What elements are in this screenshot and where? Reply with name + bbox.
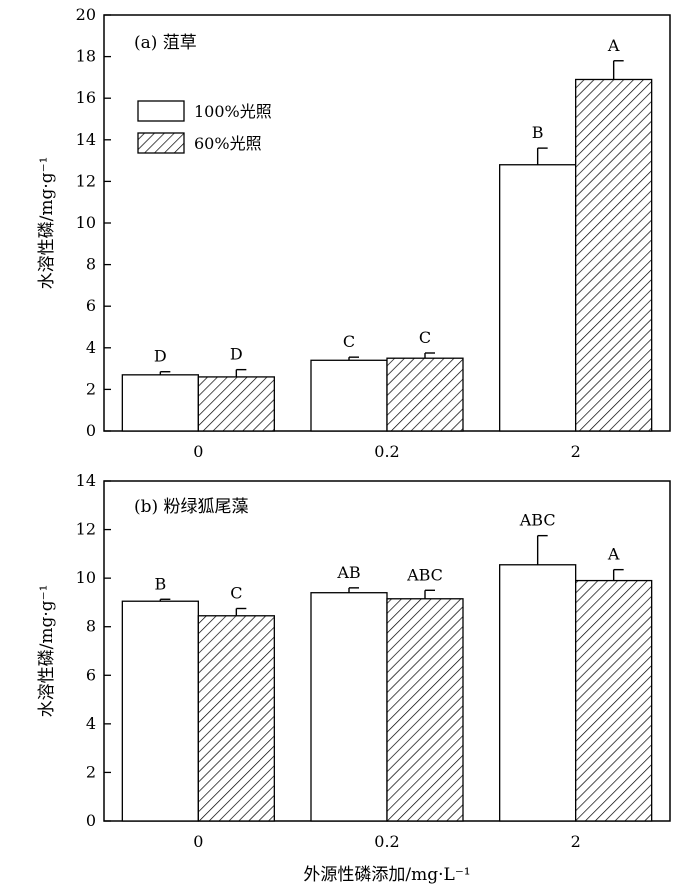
y-tick-label-b-1: 2 xyxy=(86,762,96,781)
bar-a-1-1 xyxy=(386,357,464,432)
y-tick-label-a-1: 2 xyxy=(86,379,96,398)
sig-letter-a-1-1: C xyxy=(419,328,431,347)
x-tick-label-b-0: 0 xyxy=(193,832,203,851)
chart-panel-a: (a) 菹草 100%光照 60%光照 水溶性磷/mg·g⁻¹ 0 2 4 6 8 10 1… xyxy=(37,5,671,461)
sig-letter-a-1-0: C xyxy=(343,332,355,351)
chart-panel-b: (b) 粉绿狐尾藻 水溶性磷/mg·g⁻¹ 外源性磷添加/mg·L⁻¹ 0 2 4 6… xyxy=(37,471,671,885)
y-tick-label-b-3: 6 xyxy=(86,665,96,684)
y-tick-label-a-6: 12 xyxy=(76,171,96,190)
y-axis-label-a: 水溶性磷/mg·g⁻¹ xyxy=(37,157,57,290)
sig-letter-a-0-0: D xyxy=(154,347,167,366)
legend-label-full-light: 100%光照 xyxy=(194,102,272,121)
y-tick-label-a-4: 8 xyxy=(86,255,96,274)
bar-b-1-1 xyxy=(386,598,464,822)
chart-marks-b: 0 2 4 6 8 10 12 14 0 B C 0.2 AB ABC 2 ABC A xyxy=(76,471,653,851)
sig-letter-b-0-0: B xyxy=(154,574,166,593)
legend-swatch-hatched xyxy=(137,132,185,154)
y-tick-label-a-5: 10 xyxy=(76,213,96,232)
y-tick-label-a-0: 0 xyxy=(86,421,96,440)
x-tick-label-a-2: 2 xyxy=(571,442,581,461)
y-axis-label-b: 水溶性磷/mg·g⁻¹ xyxy=(37,585,57,718)
x-tick-label-b-2: 2 xyxy=(571,832,581,851)
bar-a-2-1 xyxy=(575,78,653,432)
y-tick-label-a-9: 18 xyxy=(76,47,96,66)
sig-letter-b-2-1: A xyxy=(607,545,620,564)
sig-letter-a-0-1: D xyxy=(230,345,243,364)
chart-marks-a: 0 2 4 6 8 10 12 14 16 18 20 0 D D 0.2 C C 2 B A xyxy=(76,5,653,461)
y-tick-label-b-6: 12 xyxy=(76,520,96,539)
x-tick-label-a-0: 0 xyxy=(193,442,203,461)
sig-letter-a-2-1: A xyxy=(607,36,620,55)
y-tick-label-a-2: 4 xyxy=(86,338,96,357)
y-tick-label-a-8: 16 xyxy=(76,88,96,107)
y-tick-label-a-7: 14 xyxy=(76,130,96,149)
sig-letter-b-0-1: C xyxy=(230,584,242,603)
bar-a-0-0 xyxy=(121,374,199,432)
sig-letter-b-1-1: ABC xyxy=(406,565,443,584)
bar-a-0-1 xyxy=(197,376,275,432)
bar-b-0-1 xyxy=(197,615,275,822)
sig-letter-b-1-0: AB xyxy=(336,563,360,582)
x-axis-label: 外源性磷添加/mg·L⁻¹ xyxy=(303,865,470,885)
y-tick-label-a-10: 20 xyxy=(76,5,96,24)
bar-b-0-0 xyxy=(121,600,199,822)
y-tick-label-b-0: 0 xyxy=(86,811,96,830)
bar-b-2-0 xyxy=(499,564,577,822)
panel-title-b: (b) 粉绿狐尾藻 xyxy=(134,497,249,517)
legend-swatch-white xyxy=(137,100,185,122)
y-tick-label-b-7: 14 xyxy=(76,471,96,490)
sig-letter-b-2-0: ABC xyxy=(519,511,556,530)
legend: 100%光照 60%光照 xyxy=(137,100,272,154)
x-tick-label-a-1: 0.2 xyxy=(374,442,399,461)
bar-a-2-0 xyxy=(499,164,577,432)
bar-a-1-0 xyxy=(310,359,388,432)
bar-b-2-1 xyxy=(575,579,653,822)
y-tick-label-b-4: 8 xyxy=(86,617,96,636)
y-tick-label-b-5: 10 xyxy=(76,568,96,587)
bar-b-1-0 xyxy=(310,592,388,822)
panel-title-a: (a) 菹草 xyxy=(134,33,197,53)
legend-label-partial-light: 60%光照 xyxy=(194,134,262,153)
x-tick-label-b-1: 0.2 xyxy=(374,832,399,851)
y-tick-label-a-3: 6 xyxy=(86,296,96,315)
sig-letter-a-2-0: B xyxy=(532,123,544,142)
y-tick-label-b-2: 4 xyxy=(86,714,96,733)
